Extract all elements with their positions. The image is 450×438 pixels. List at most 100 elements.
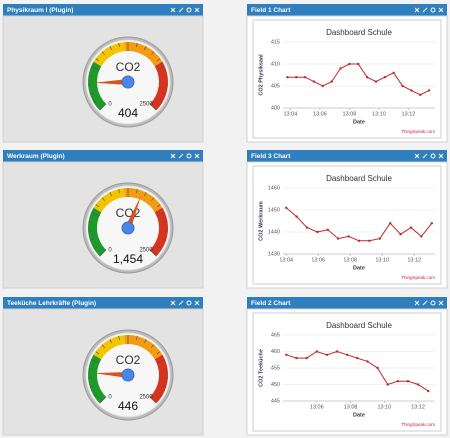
point	[295, 215, 298, 218]
y-tick-label: 465	[271, 332, 280, 338]
point	[312, 80, 316, 83]
point	[339, 67, 342, 70]
point	[368, 239, 371, 242]
point	[330, 80, 333, 83]
point	[295, 76, 298, 79]
point	[427, 89, 431, 92]
gauge-tick	[118, 189, 120, 194]
panel-header	[247, 297, 447, 309]
gauge-tick	[89, 385, 94, 388]
y-tick-label: 1450	[268, 207, 280, 213]
gauge-band	[93, 188, 126, 213]
gauge-tick	[90, 66, 100, 71]
gauge-min: 0	[108, 395, 112, 401]
chart-frame	[252, 19, 442, 139]
x-tick-label: 13:06	[311, 257, 325, 263]
gauge-tick	[95, 351, 100, 355]
point	[305, 356, 308, 360]
gauge-tick	[101, 344, 105, 348]
point	[399, 233, 402, 236]
point	[420, 235, 423, 238]
panel-header	[3, 297, 203, 309]
remove-icon	[438, 300, 444, 306]
gauge-max: 2500	[139, 248, 153, 254]
remove-icon	[438, 153, 444, 159]
gauge-tick	[136, 336, 138, 341]
y-tick-label: 460	[271, 349, 280, 355]
point	[419, 93, 422, 97]
gauge-value: 446	[118, 399, 138, 413]
panel-title: Physikraum I (Plugin)	[7, 7, 73, 14]
gauge-needle	[94, 372, 129, 378]
gauge-tick	[136, 43, 138, 48]
point	[409, 226, 413, 229]
gauge-tick	[149, 249, 157, 257]
gauge-band	[124, 42, 163, 67]
y-axis-label: CO2 Werkraum	[258, 201, 264, 241]
gauge-tick	[101, 51, 105, 55]
point	[345, 353, 349, 356]
gauge-max: 2500	[139, 102, 153, 108]
point	[325, 353, 329, 356]
gauge-tick	[156, 66, 166, 71]
point	[285, 206, 288, 209]
gauge-band	[124, 188, 163, 213]
point	[386, 383, 389, 386]
point	[392, 71, 395, 75]
point	[427, 389, 430, 393]
gauge-tick	[99, 249, 107, 257]
gauge-tick	[162, 92, 167, 95]
point	[348, 62, 351, 66]
point	[305, 226, 309, 229]
edit-icon	[422, 7, 428, 13]
gauge-label: CO2	[116, 353, 141, 367]
gauge-tick	[88, 368, 93, 370]
point	[410, 89, 413, 92]
point	[356, 356, 359, 360]
chart-title: Dashboard Schule	[326, 174, 392, 183]
x-axis-label: Date	[353, 265, 365, 271]
point	[347, 235, 350, 238]
gauge-band	[149, 354, 169, 404]
gauge-value: 404	[118, 106, 138, 120]
gauge-hub	[121, 75, 135, 89]
gauge-tick	[163, 75, 168, 77]
x-tick-label: 13:10	[372, 111, 386, 117]
point	[366, 360, 369, 363]
y-tick-label: 405	[271, 83, 280, 89]
x-tick-label: 13:06	[310, 404, 324, 410]
gauge-tick	[162, 385, 167, 388]
gauge-tick	[136, 189, 138, 194]
point	[321, 84, 325, 88]
panel-title: Werkraum (Plugin)	[7, 153, 65, 160]
remove-icon	[194, 153, 200, 159]
point	[286, 76, 289, 79]
gauge-tick	[93, 393, 98, 397]
point	[389, 222, 392, 225]
gauge-tick	[158, 393, 163, 397]
gauge-tick	[95, 58, 100, 62]
point	[378, 237, 381, 240]
panel-header	[247, 4, 447, 16]
info-icon	[430, 300, 436, 306]
gauge-tick	[149, 103, 157, 111]
gauge-tick	[156, 212, 166, 217]
gauge-tick	[118, 336, 120, 341]
x-tick-label: 13:04	[283, 111, 297, 117]
point	[401, 84, 404, 88]
gauge-value: 1,454	[113, 252, 143, 266]
point	[295, 356, 298, 360]
point	[303, 76, 307, 79]
point	[335, 350, 339, 353]
point	[337, 237, 340, 240]
y-tick-label: 445	[271, 398, 280, 404]
close-icon	[170, 7, 176, 13]
info-icon	[430, 7, 436, 13]
gauge-min: 0	[108, 102, 112, 108]
header-icons	[414, 300, 444, 306]
header-icons	[414, 7, 444, 13]
gauge-tick	[158, 100, 163, 104]
gauge-tick	[88, 75, 93, 77]
gauge-tick	[99, 396, 107, 404]
